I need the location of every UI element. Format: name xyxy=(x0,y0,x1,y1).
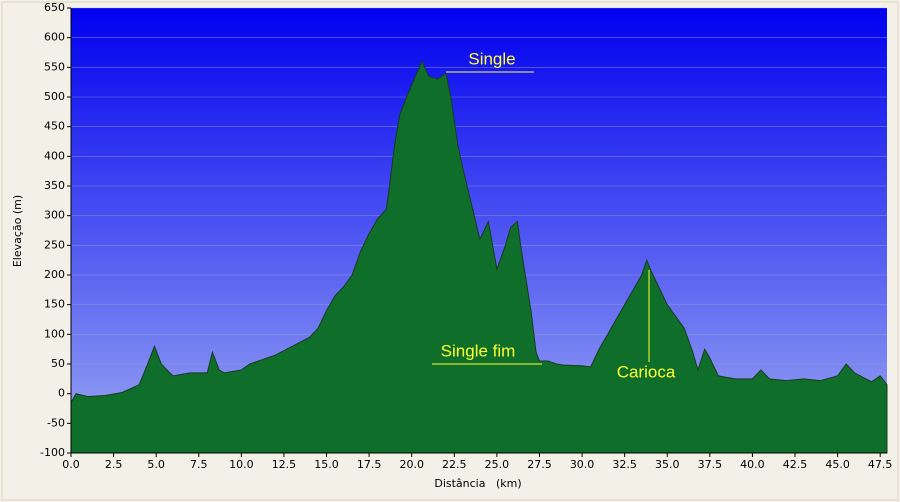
x-tick-label: 32.5 xyxy=(612,458,637,471)
x-axis-label: Distância (km) xyxy=(434,477,521,490)
y-tick-label: 200 xyxy=(44,268,65,281)
y-tick-label: 0 xyxy=(58,387,65,400)
x-tick-label: 42.5 xyxy=(783,458,808,471)
x-tick-label: 30.0 xyxy=(570,458,595,471)
y-tick-label: 550 xyxy=(44,60,65,73)
y-tick-label: 100 xyxy=(44,327,65,340)
x-tick-label: 12.5 xyxy=(272,458,297,471)
y-tick-label: 300 xyxy=(44,209,65,222)
annotation: Single xyxy=(468,49,515,68)
x-tick-label: 45.0 xyxy=(825,458,850,471)
y-tick-label: -50 xyxy=(47,416,65,429)
x-tick-label: 10.0 xyxy=(229,458,254,471)
x-tick-label: 27.5 xyxy=(527,458,552,471)
x-tick-label: 37.5 xyxy=(698,458,723,471)
x-tick-label: 2.5 xyxy=(105,458,123,471)
y-tick-label: 150 xyxy=(44,298,65,311)
elevation-area xyxy=(70,60,888,454)
x-tick-label: 25.0 xyxy=(485,458,510,471)
y-tick-label: 400 xyxy=(44,149,65,162)
y-tick-label: 650 xyxy=(44,1,65,14)
y-tick-label: 250 xyxy=(44,238,65,251)
y-tick-label: -100 xyxy=(40,446,65,459)
y-tick-label: 450 xyxy=(44,120,65,133)
x-tick-label: 40.0 xyxy=(740,458,765,471)
y-tick-label: 500 xyxy=(44,90,65,103)
y-tick-label: 350 xyxy=(44,179,65,192)
y-axis-label: Elevação (m) xyxy=(11,195,24,267)
x-tick-label: 17.5 xyxy=(357,458,382,471)
annotation: Carioca xyxy=(617,362,676,381)
x-tick-label: 22.5 xyxy=(442,458,467,471)
y-tick-label: 600 xyxy=(44,31,65,44)
x-tick-label: 5.0 xyxy=(147,458,165,471)
x-tick-label: 20.0 xyxy=(399,458,424,471)
x-tick-label: 47.5 xyxy=(868,458,893,471)
x-tick-label: 7.5 xyxy=(190,458,208,471)
x-tick-label: 15.0 xyxy=(314,458,339,471)
y-tick-label: 50 xyxy=(51,357,65,370)
annotation: Single fim xyxy=(441,341,516,360)
x-tick-label: 35.0 xyxy=(655,458,680,471)
x-tick-label: 0.0 xyxy=(62,458,80,471)
